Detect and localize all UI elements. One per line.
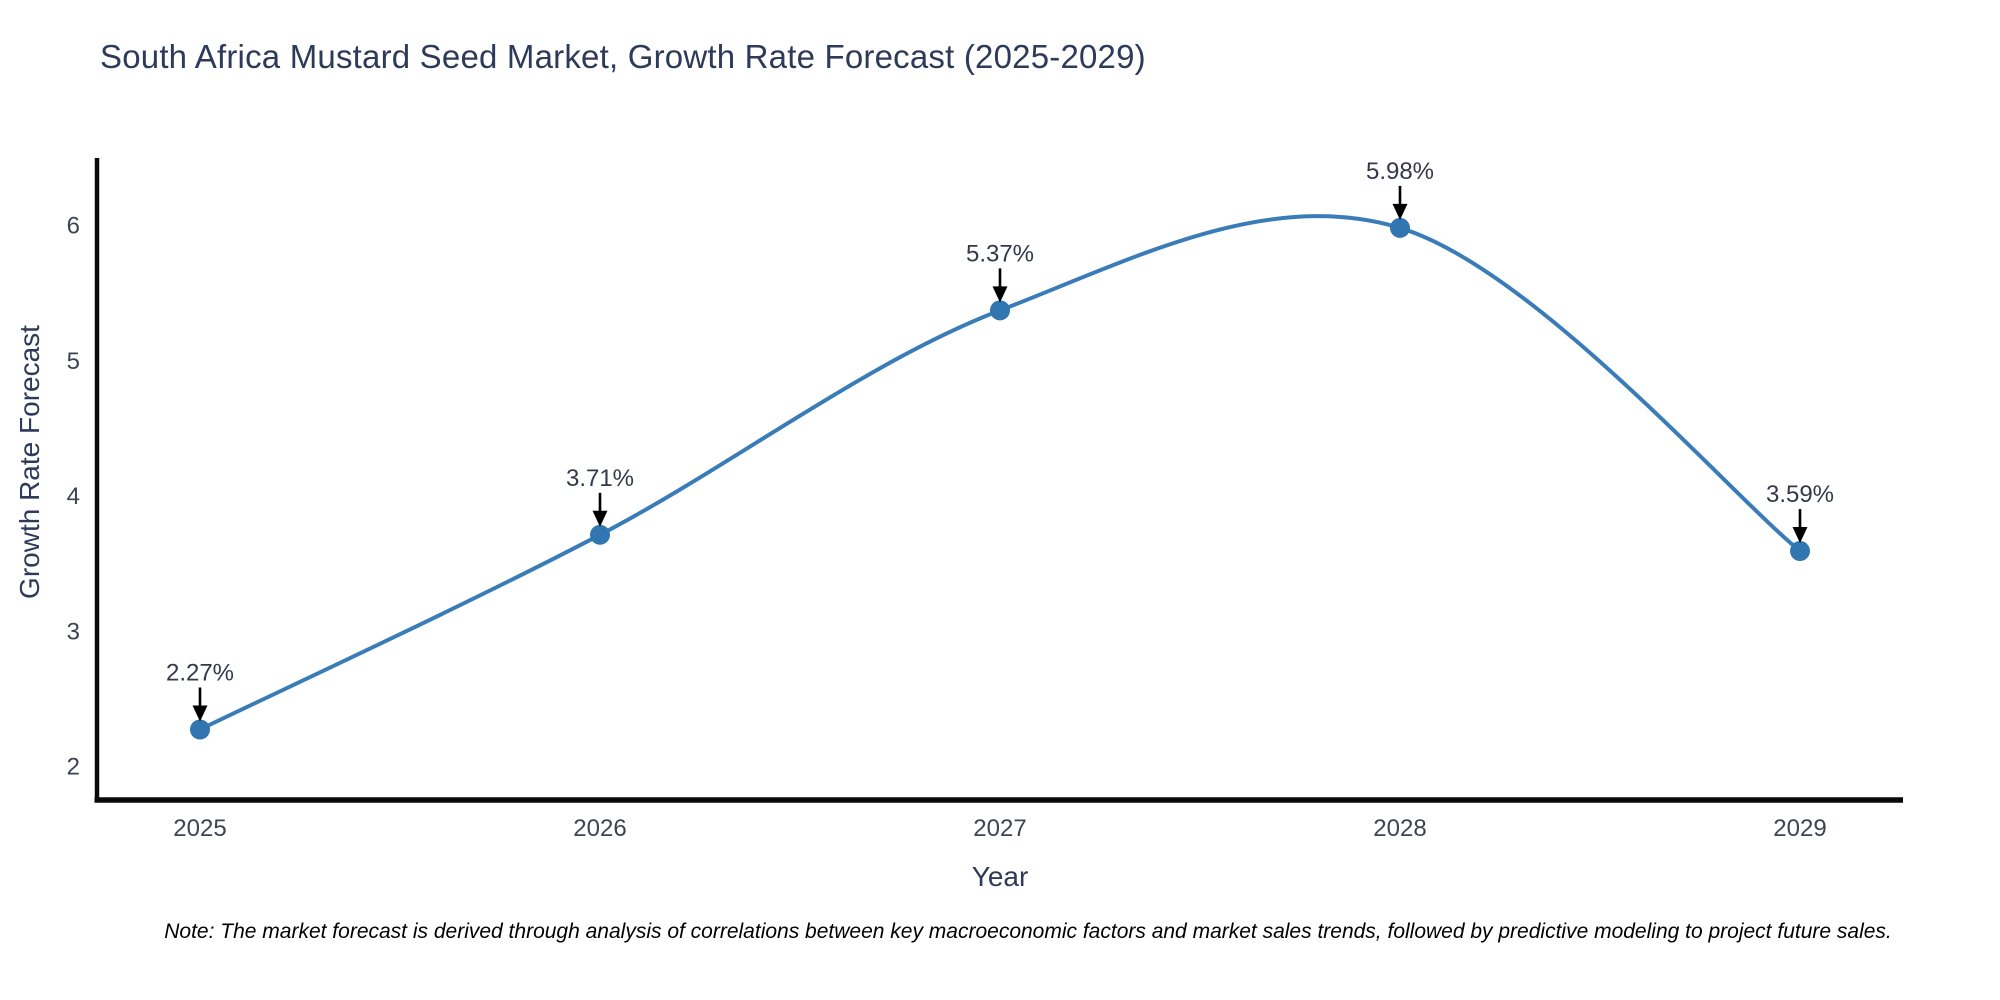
x-tick-label: 2027	[973, 815, 1026, 842]
chart-title: South Africa Mustard Seed Market, Growth…	[100, 38, 1146, 75]
y-tick-label: 4	[67, 483, 80, 510]
data-point-marker	[190, 719, 210, 740]
point-annotations: 2.27% 3.71% 5.37% 5.98% 3.59%	[166, 158, 1834, 722]
x-tick-labels: 2025 2026 2027 2028 2029	[173, 815, 1826, 842]
data-point-marker	[990, 300, 1010, 321]
data-point-marker	[590, 524, 610, 545]
x-tick-label: 2028	[1373, 815, 1426, 842]
annotation-arrowhead-icon	[992, 286, 1008, 303]
point-value-label: 5.98%	[1366, 158, 1434, 185]
annotation-arrowhead-icon	[1792, 527, 1808, 544]
y-tick-label: 5	[67, 348, 80, 375]
annotation-arrowhead-icon	[1392, 203, 1408, 220]
y-tick-label: 6	[67, 213, 80, 240]
x-tick-label: 2025	[173, 815, 226, 842]
y-axis-title: Growth Rate Forecast	[14, 325, 45, 599]
annotation-arrowhead-icon	[592, 510, 608, 527]
footnote: Note: The market forecast is derived thr…	[164, 920, 1892, 943]
point-value-label: 3.71%	[566, 465, 634, 492]
y-tick-label: 2	[67, 754, 80, 781]
point-value-label: 5.37%	[966, 240, 1034, 267]
x-tick-label: 2029	[1773, 815, 1826, 842]
annotation-arrowhead-icon	[192, 705, 208, 722]
point-value-label: 3.59%	[1766, 481, 1834, 508]
x-tick-label: 2026	[573, 815, 626, 842]
y-tick-labels: 2 3 4 5 6	[67, 213, 80, 781]
x-axis-title: Year	[971, 861, 1029, 892]
point-value-label: 2.27%	[166, 659, 234, 686]
y-tick-label: 3	[67, 618, 80, 645]
forecast-line-series	[190, 214, 1810, 740]
data-point-marker	[1390, 217, 1410, 238]
data-point-marker	[1790, 541, 1810, 562]
